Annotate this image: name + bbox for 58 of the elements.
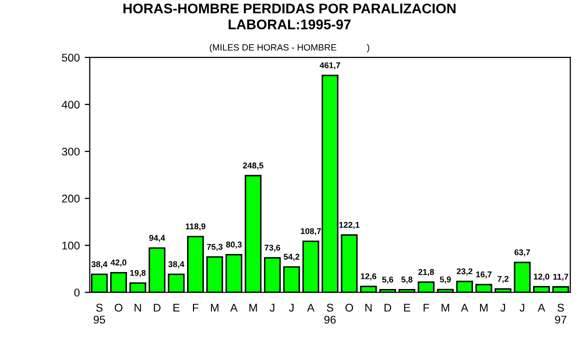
x-tick-label: J <box>270 304 274 312</box>
data-label: 12,6 <box>360 273 376 280</box>
data-label: 461,7 <box>320 62 340 70</box>
data-label: 11,7 <box>553 274 568 281</box>
x-tick-label: M <box>210 304 218 312</box>
data-label: 5,9 <box>440 276 451 284</box>
x-tick-label: S 96 <box>324 304 336 324</box>
data-label: 80,3 <box>226 242 242 249</box>
data-label: 75,3 <box>206 244 222 251</box>
y-tick-label: 300 <box>62 148 80 156</box>
x-tick-label: A <box>460 304 468 312</box>
y-tick-label: 500 <box>62 54 80 62</box>
x-tick-label: J <box>520 304 524 312</box>
data-label: 38,4 <box>168 261 184 268</box>
y-tick-label: 0 <box>74 288 80 297</box>
x-tick-label: M <box>442 304 450 312</box>
x-tick-label: A <box>230 304 238 312</box>
x-tick-label: S 95 <box>94 304 106 324</box>
x-tick-label: O <box>114 304 122 312</box>
data-label: 73,6 <box>264 244 280 252</box>
y-tick-label: 200 <box>62 194 80 203</box>
data-label: 23,2 <box>456 268 472 276</box>
data-label: 108,7 <box>300 228 321 236</box>
data-label: 122,1 <box>339 222 360 230</box>
x-tick-label: M <box>480 304 488 312</box>
data-label: 94,4 <box>149 234 166 242</box>
x-tick-label: F <box>424 304 430 312</box>
data-label: 42,0 <box>110 260 126 267</box>
data-label: 16,7 <box>476 271 492 279</box>
data-label: 63,7 <box>514 249 530 256</box>
x-tick-label: A <box>538 304 546 312</box>
x-tick-label: A <box>307 304 314 312</box>
y-tick-label: 400 <box>62 100 80 109</box>
data-label: 5,6 <box>382 276 394 284</box>
data-label: 5,8 <box>401 276 412 284</box>
data-label: 248,5 <box>243 162 264 170</box>
x-tick-label: N <box>365 304 372 312</box>
x-tick-label: N <box>134 304 141 312</box>
chart-title: HORAS-HOMBRE PERDIDAS POR PARALIZACION LABORAL:1995-97 <box>123 4 456 30</box>
x-tick-label: J <box>500 304 505 312</box>
x-tick-label: E <box>404 304 410 312</box>
x-tick-label: O <box>345 304 354 312</box>
x-tick-label: E <box>173 304 180 312</box>
data-label: 54,2 <box>284 254 300 261</box>
y-tick-label: 100 <box>62 242 80 250</box>
data-label: 7,2 <box>498 276 508 283</box>
x-tick-label: D <box>154 304 161 312</box>
chart-subtitle: (MILES DE HORAS - HOMBRE ) <box>210 44 370 52</box>
data-label: 12,0 <box>534 274 550 281</box>
x-tick-label: F <box>192 304 198 312</box>
x-tick-label: D <box>384 304 392 312</box>
data-label: 118,9 <box>186 223 206 231</box>
data-label: 38,4 <box>91 261 108 268</box>
data-label: 19,8 <box>130 270 146 278</box>
data-label: 21,8 <box>418 269 434 276</box>
x-tick-label: M <box>249 304 257 312</box>
x-tick-label: J <box>288 304 294 312</box>
x-tick-label: S 97 <box>555 304 566 324</box>
